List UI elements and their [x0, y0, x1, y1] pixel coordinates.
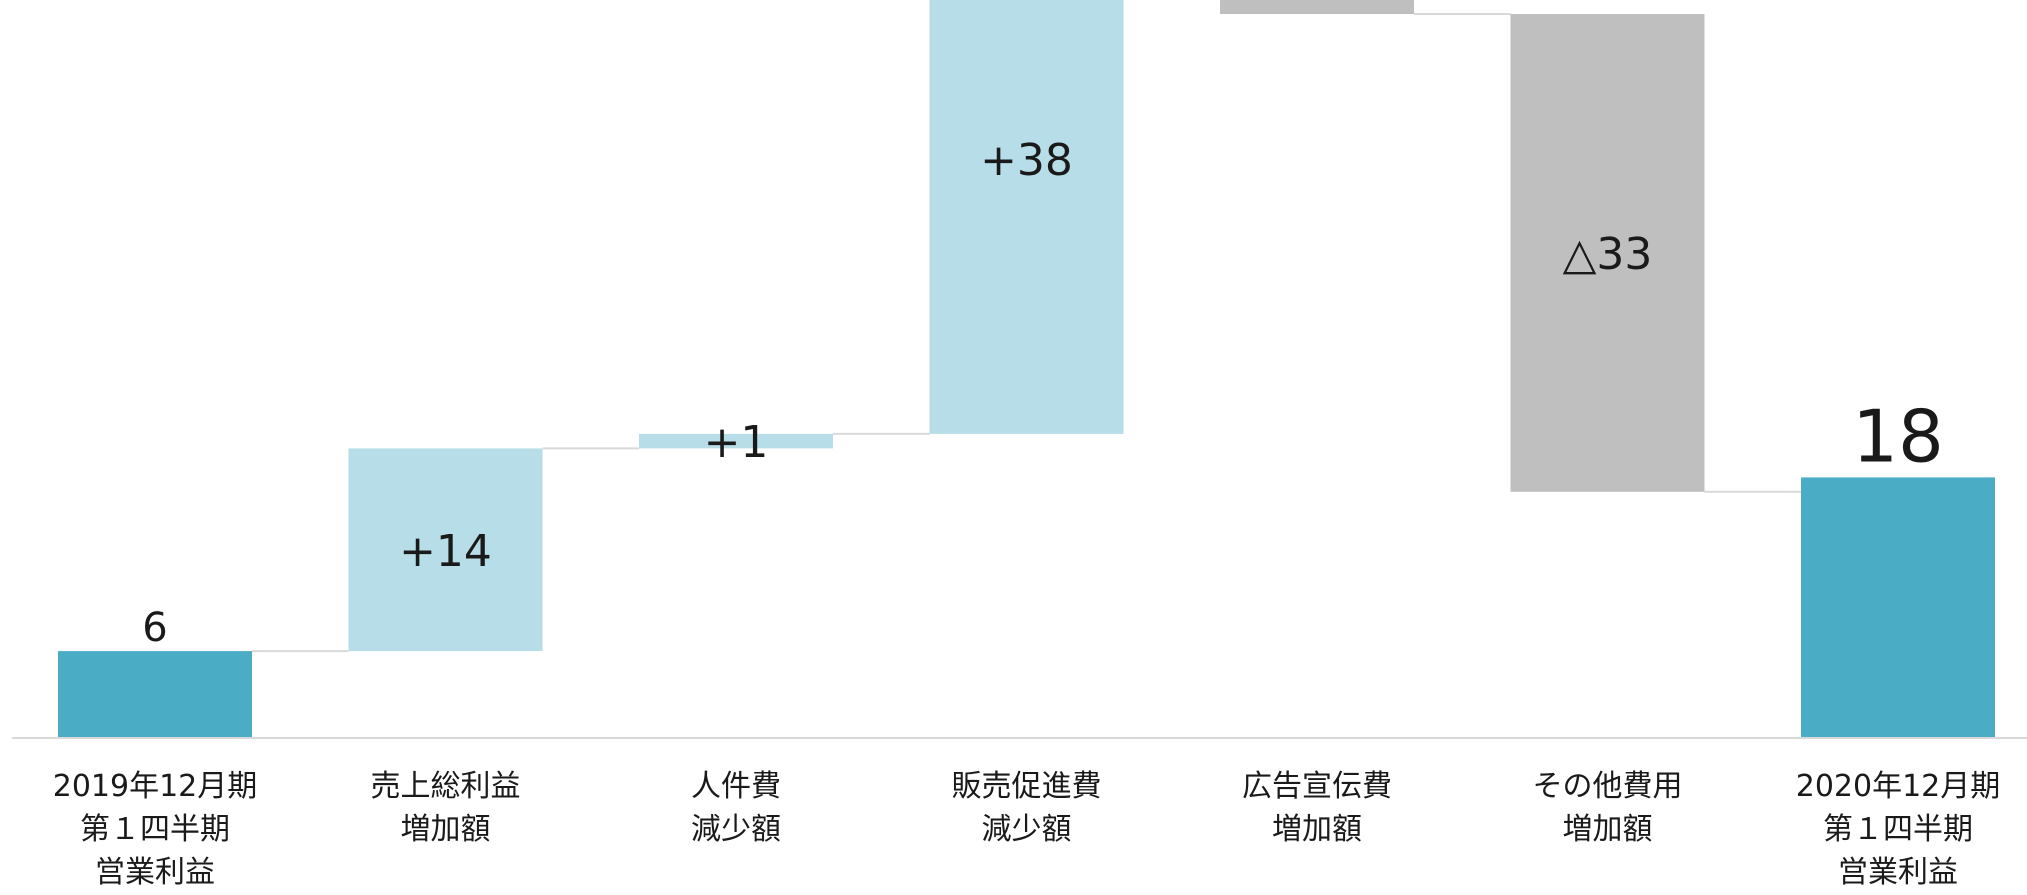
category-label-1-line-2: 第１四半期: [80, 812, 230, 847]
category-label-7-line-1: 2020年12月期: [1796, 769, 2001, 804]
category-label-4-line-2: 減少額: [982, 812, 1072, 847]
category-label-2-line-1: 売上総利益: [371, 769, 521, 804]
connector-lines: [252, 13, 1801, 653]
data-label-2: +14: [399, 526, 492, 577]
category-label-5-line-1: 広告宣伝費: [1242, 769, 1392, 804]
category-label-4-line-1: 販売促進費: [952, 769, 1102, 804]
category-label-5-line-2: 増加額: [1272, 812, 1362, 847]
bar-4: [929, 0, 1124, 434]
bar-5: [1220, 0, 1414, 14]
chart-bars: [58, 0, 1995, 738]
bar-7: [1801, 477, 1995, 738]
bar-6: [1510, 14, 1705, 492]
category-label-2-line-2: 増加額: [401, 812, 491, 847]
category-label-3-line-2: 減少額: [691, 812, 781, 847]
data-label-1: 6: [142, 605, 167, 651]
bar-2: [348, 448, 543, 652]
category-label-1-line-3: 営業利益: [95, 855, 215, 890]
category-label-1-line-1: 2019年12月期: [53, 769, 258, 804]
category-label-3-line-1: 人件費: [691, 769, 781, 804]
category-labels: 2019年12月期第１四半期営業利益売上総利益増加額人件費減少額販売促進費減少額…: [53, 769, 2001, 890]
bar-3: [639, 433, 833, 449]
category-label-6-line-1: その他費用: [1533, 769, 1683, 804]
category-label-6-line-2: 増加額: [1563, 812, 1653, 847]
category-label-7-line-3: 営業利益: [1838, 855, 1958, 890]
bar-1: [58, 651, 252, 738]
data-label-4: +38: [980, 135, 1073, 186]
category-label-7-line-2: 第１四半期: [1823, 812, 1973, 847]
data-label-3: +1: [704, 417, 769, 468]
data-label-7: 18: [1852, 394, 1944, 478]
data-label-6: △33: [1563, 229, 1653, 280]
